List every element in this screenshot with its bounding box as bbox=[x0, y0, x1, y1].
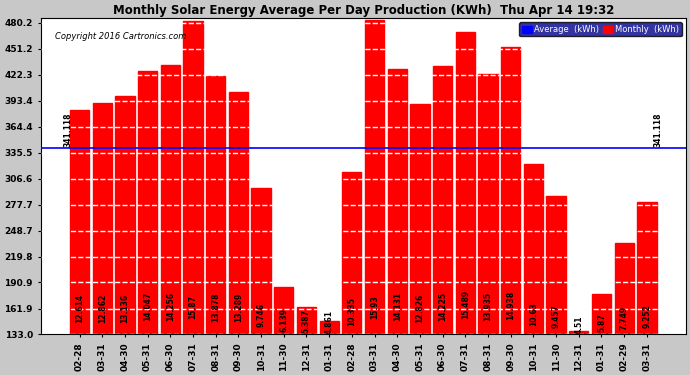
Text: 5.87: 5.87 bbox=[597, 314, 606, 332]
Text: 341.118: 341.118 bbox=[63, 112, 72, 147]
Text: 15.87: 15.87 bbox=[188, 295, 197, 319]
Bar bbox=[206, 76, 226, 334]
Legend: Average  (kWh), Monthly  (kWh): Average (kWh), Monthly (kWh) bbox=[520, 22, 682, 36]
Bar bbox=[229, 92, 248, 334]
Text: 15.489: 15.489 bbox=[461, 290, 470, 319]
Bar bbox=[365, 20, 384, 334]
Text: 12.614: 12.614 bbox=[75, 294, 84, 323]
Text: 12.826: 12.826 bbox=[415, 294, 424, 323]
Bar bbox=[388, 69, 407, 334]
Text: 14.225: 14.225 bbox=[438, 292, 447, 321]
Text: 10.63: 10.63 bbox=[529, 302, 538, 326]
Text: 4.861: 4.861 bbox=[325, 310, 334, 334]
Bar bbox=[411, 104, 430, 334]
Text: 13.136: 13.136 bbox=[121, 293, 130, 322]
Bar bbox=[251, 188, 270, 334]
Text: 4.51: 4.51 bbox=[574, 316, 583, 334]
Text: 7.749: 7.749 bbox=[620, 306, 629, 330]
Text: 5.387: 5.387 bbox=[302, 309, 311, 333]
Text: 14.131: 14.131 bbox=[393, 292, 402, 321]
Text: 9.457: 9.457 bbox=[551, 304, 560, 327]
Bar bbox=[433, 66, 452, 334]
Text: 9.746: 9.746 bbox=[257, 303, 266, 327]
Bar bbox=[184, 21, 203, 334]
Bar bbox=[615, 243, 634, 334]
Bar bbox=[524, 164, 543, 334]
Text: 12.862: 12.862 bbox=[98, 294, 107, 323]
Bar bbox=[161, 65, 180, 334]
Bar bbox=[115, 96, 135, 334]
Bar bbox=[569, 331, 589, 334]
Text: 15.93: 15.93 bbox=[370, 295, 379, 319]
Text: 13.878: 13.878 bbox=[211, 292, 220, 321]
Bar bbox=[297, 307, 316, 334]
Bar bbox=[274, 286, 293, 334]
Text: 13.935: 13.935 bbox=[484, 292, 493, 321]
Text: 9.252: 9.252 bbox=[642, 304, 651, 328]
Bar bbox=[92, 103, 112, 334]
Bar bbox=[319, 321, 339, 334]
Text: 13.289: 13.289 bbox=[234, 293, 243, 322]
Text: Copyright 2016 Cartronics.com: Copyright 2016 Cartronics.com bbox=[55, 32, 186, 41]
Bar bbox=[501, 46, 520, 334]
Text: 341.118: 341.118 bbox=[653, 112, 662, 147]
Bar bbox=[455, 32, 475, 334]
Text: 10.335: 10.335 bbox=[347, 297, 356, 326]
Text: 6.139: 6.139 bbox=[279, 308, 288, 332]
Bar bbox=[592, 294, 611, 334]
Bar bbox=[637, 201, 656, 334]
Bar bbox=[546, 196, 566, 334]
Text: 14.047: 14.047 bbox=[143, 292, 152, 321]
Bar bbox=[478, 74, 497, 334]
Bar bbox=[138, 71, 157, 334]
Text: 14.938: 14.938 bbox=[506, 291, 515, 320]
Text: 14.256: 14.256 bbox=[166, 292, 175, 321]
Bar bbox=[342, 172, 362, 334]
Title: Monthly Solar Energy Average Per Day Production (KWh)  Thu Apr 14 19:32: Monthly Solar Energy Average Per Day Pro… bbox=[112, 4, 614, 17]
Bar bbox=[70, 110, 89, 334]
